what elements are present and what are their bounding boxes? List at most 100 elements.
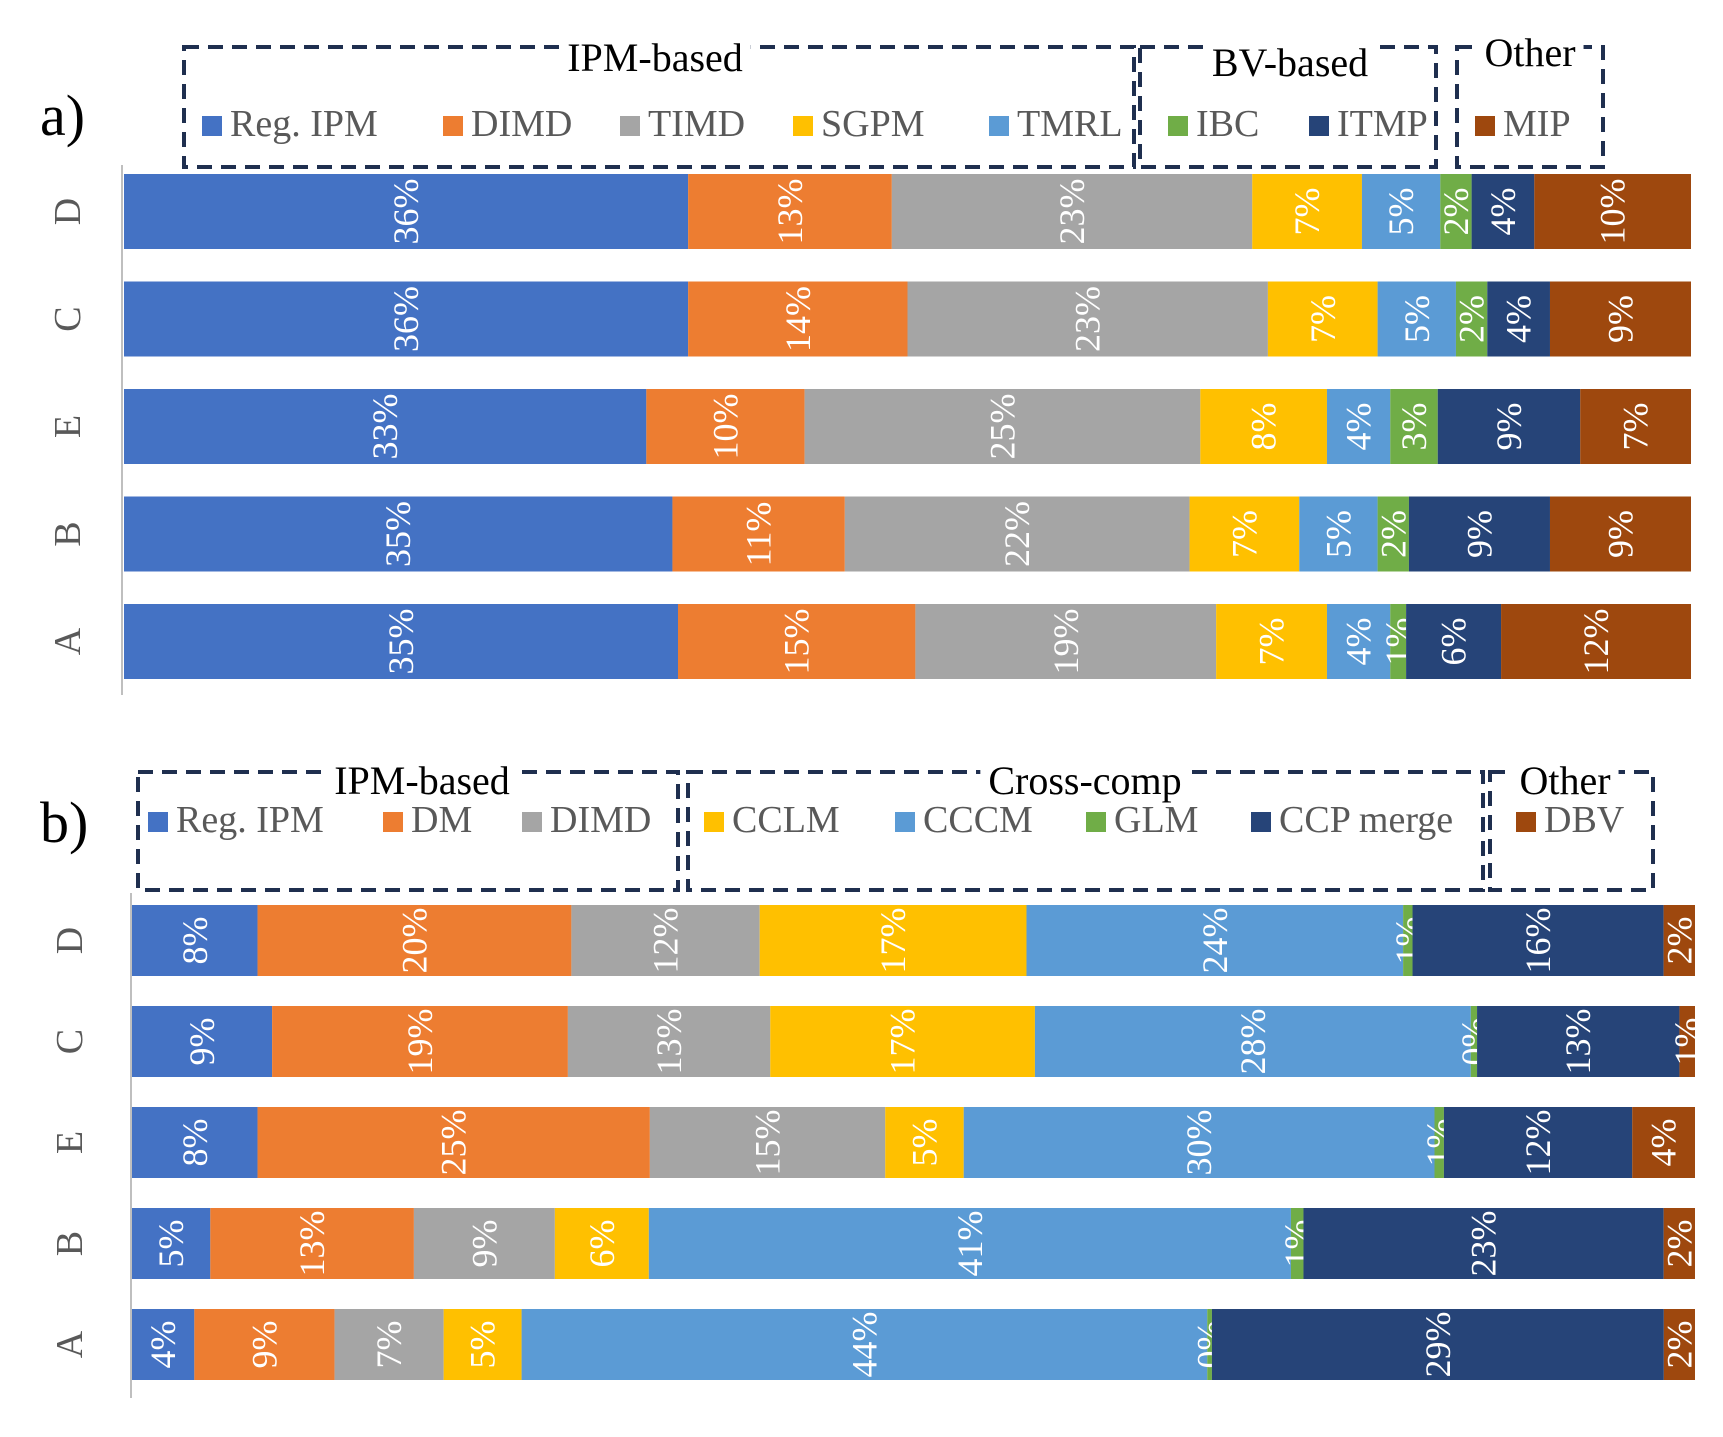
chart-b-bar-segment	[1632, 1107, 1695, 1178]
chart-a-data-label: 9%	[1459, 510, 1499, 558]
chart-b-data-label: 7%	[369, 1321, 409, 1369]
chart-b-data-label: 23%	[1464, 1211, 1504, 1277]
chart-a-bar-segment	[1267, 281, 1378, 357]
chart-a-bar-segment	[1406, 604, 1502, 679]
chart-a-data-label: 6%	[1434, 618, 1474, 666]
chart-a-data-label: 4%	[1339, 403, 1379, 451]
chart-b-bar-segment	[648, 1208, 1291, 1279]
chart-b-data-label: 2%	[1659, 1321, 1699, 1369]
chart-a-legend-label: ITMP	[1337, 103, 1428, 145]
chart-a-bar-segment	[915, 604, 1217, 679]
chart-a-bar-segment	[1408, 496, 1550, 572]
chart-a-bar-segment	[688, 281, 908, 357]
chart-b-data-label: 9%	[182, 1018, 222, 1066]
chart-b-bar-segment	[210, 1208, 414, 1279]
chart-a-bar-segment	[1377, 281, 1456, 357]
chart-b-legend-swatch	[522, 812, 542, 832]
chart-a-legend-label: SGPM	[821, 103, 925, 145]
chart-b-legend-label: CCLM	[732, 799, 840, 841]
chart-a-bar-segment	[677, 604, 916, 679]
chart-a-data-label: 11%	[739, 502, 779, 567]
chart-b-bar-segment	[272, 1006, 568, 1077]
chart-b-data-label: 9%	[244, 1321, 284, 1369]
chart-b-panel-label: b)	[40, 790, 88, 855]
chart-b-data-label: 15%	[748, 1110, 788, 1176]
chart-b-data-label: 2%	[1659, 917, 1699, 965]
chart-b-bar-segment	[1434, 1107, 1444, 1178]
chart-b-legend-group-label-bg	[326, 766, 518, 780]
chart-a-category-label: C	[47, 306, 89, 331]
chart-b-bar-segment	[649, 1107, 886, 1178]
chart-a-bar-segment	[124, 281, 689, 357]
chart-a-legend-label: IBC	[1196, 103, 1259, 145]
chart-a-data-label: 25%	[982, 394, 1022, 460]
chart-a-data-label: 9%	[1600, 295, 1640, 343]
chart-b-data-label: 4%	[143, 1321, 183, 1369]
chart-b-legend-swatch	[895, 812, 915, 832]
chart-a-legend-group-label: Other	[1484, 30, 1575, 75]
chart-a-data-label: 8%	[1244, 403, 1284, 451]
chart-b-legend-group-label-bg	[1511, 766, 1619, 780]
chart-b-bar-segment	[1477, 1006, 1680, 1077]
chart-b-bar-segment	[1663, 1208, 1695, 1279]
chart-b-legend-swatch	[383, 812, 403, 832]
chart-a-bar-segment	[1487, 281, 1550, 357]
chart-a-data-label: 4%	[1499, 295, 1539, 343]
chart-b-legend-label: GLM	[1114, 799, 1198, 841]
chart-a-bar-segment	[646, 389, 805, 464]
chart-a-data-label: 14%	[778, 286, 818, 352]
chart-b-data-label: 28%	[1233, 1009, 1273, 1075]
chart-a-bar-segment	[1252, 174, 1362, 249]
chart-a-data-label: 22%	[997, 501, 1037, 567]
chart-a-category-label: E	[47, 415, 89, 438]
chart-b-legend-label: DIMD	[550, 799, 651, 841]
chart-a-bar-segment	[1471, 174, 1535, 249]
chart-a-category-label: B	[47, 521, 89, 546]
chart-a-bar-segment	[844, 496, 1190, 572]
chart-a-data-label: 2%	[1436, 188, 1476, 236]
chart-a-data-label: 9%	[1489, 403, 1529, 451]
chart-b-data-label: 8%	[175, 917, 215, 965]
chart-b-legend-group-label: Other	[1519, 758, 1610, 803]
chart-b-bar-segment	[132, 905, 258, 976]
chart-b-data-label: 1%	[1667, 1018, 1707, 1066]
chart-a-data-label: 35%	[378, 501, 418, 567]
chart-a-bar-segment	[124, 604, 678, 679]
chart-a-data-label: 33%	[365, 394, 405, 460]
chart-b-bar-segment	[1403, 905, 1413, 976]
chart-b-data-label: 8%	[175, 1119, 215, 1167]
chart-b-bar-segment	[1303, 1208, 1664, 1279]
chart-a-bar-segment	[804, 389, 1201, 464]
chart-b-bar-segment	[132, 1107, 258, 1178]
chart-b-data-label: 4%	[1644, 1119, 1684, 1167]
chart-b-bar-segment	[759, 905, 1027, 976]
chart-b-category-label: E	[49, 1131, 91, 1154]
chart-a-legend-group-label: BV-based	[1212, 40, 1368, 85]
chart-b-bar-segment	[1443, 1107, 1633, 1178]
chart-a-bar-segment	[1200, 389, 1327, 464]
chart-b-data-label: 13%	[1558, 1009, 1598, 1075]
chart-a-data-label: 10%	[705, 394, 745, 460]
chart-b-legend-label: CCP merge	[1279, 799, 1453, 841]
chart-a-legend-label: DIMD	[471, 103, 572, 145]
chart-b-data-label: 6%	[582, 1220, 622, 1268]
chart-a-bar-segment	[907, 281, 1268, 357]
chart-a-data-label: 9%	[1600, 510, 1640, 558]
chart-b-legend-group-label-bg	[980, 766, 1190, 780]
chart-a-legend-swatch	[202, 116, 222, 136]
chart-b-bar-segment	[132, 1309, 195, 1380]
chart-b-bar-segment	[132, 1208, 211, 1279]
chart-a-legend-label: Reg. IPM	[230, 103, 378, 145]
chart-b-bar-segment	[1663, 1309, 1695, 1380]
chart-a-data-label: 35%	[381, 609, 421, 675]
chart-b-legend-swatch	[704, 812, 724, 832]
chart-a-bar-segment	[1361, 174, 1441, 249]
chart-b-data-label: 5%	[151, 1220, 191, 1268]
chart-b-bar-segment	[1207, 1309, 1212, 1380]
chart-b-data-label: 13%	[292, 1211, 332, 1277]
chart-a-bar-segment	[1216, 604, 1327, 679]
chart-a-data-label: 2%	[1373, 510, 1413, 558]
chart-a-data-label: 4%	[1483, 188, 1523, 236]
chart-b-legend-swatch	[1516, 812, 1536, 832]
